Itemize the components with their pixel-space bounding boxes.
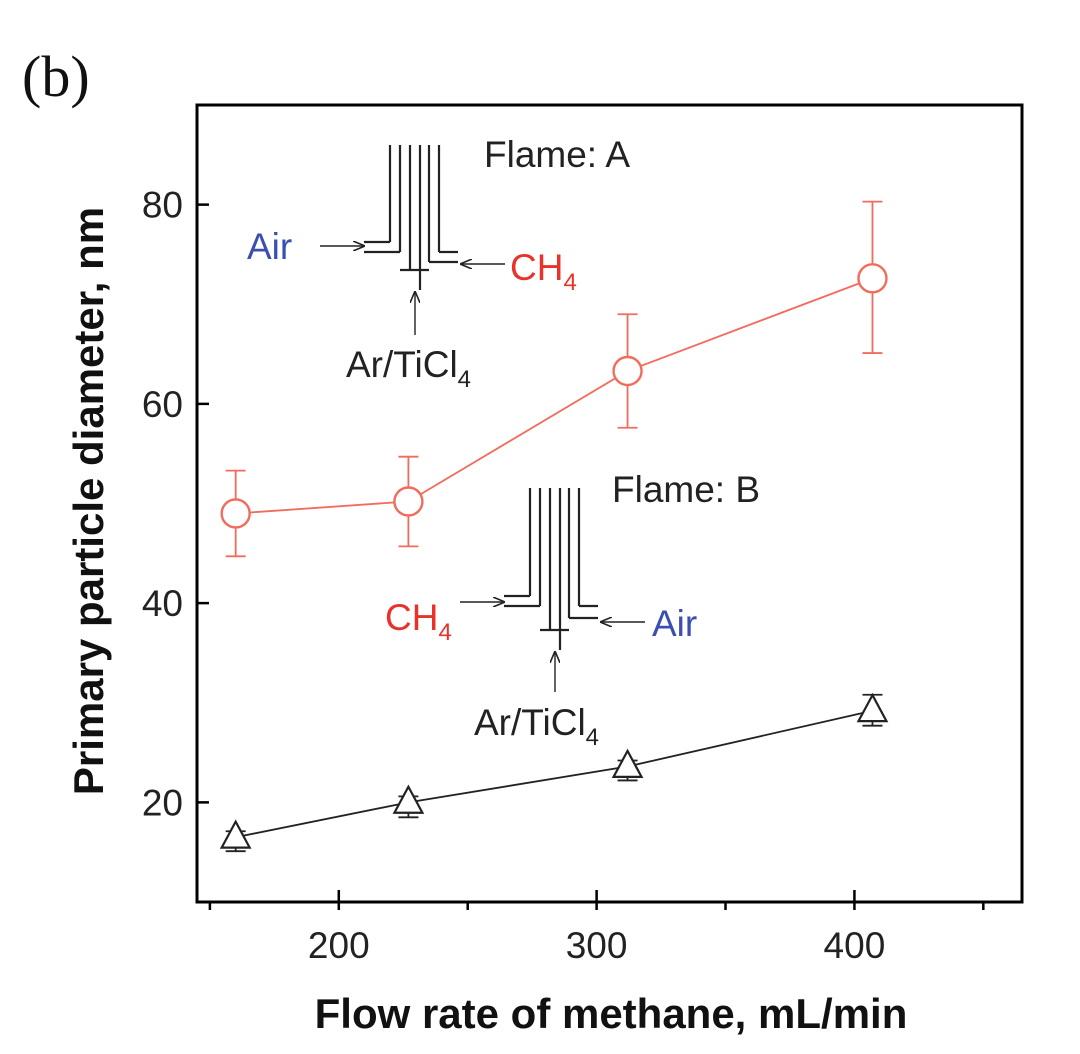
- y-tick-label: 80: [142, 185, 183, 226]
- x-tick-label: 400: [824, 925, 886, 966]
- x-tick-label: 300: [566, 925, 628, 966]
- x-axis-title: Flow rate of methane, mL/min: [315, 990, 908, 1037]
- flame-a-precursor-label: Ar/TiCl4: [346, 344, 471, 393]
- flame-a-title: Flame: A: [484, 134, 630, 175]
- flame-a-arrows: [320, 246, 505, 335]
- flame-a-ch4-label: CH4: [510, 247, 577, 296]
- flame-a-schematic: [364, 145, 458, 290]
- flame-b-precursor-main: Ar/TiCl: [474, 702, 586, 743]
- flame-a-ch4-sub: 4: [563, 269, 576, 296]
- data-point-triangle: [611, 748, 644, 779]
- x-tick-label: 200: [308, 925, 370, 966]
- flame-a-air-label: Air: [247, 226, 292, 267]
- panel-label: (b): [22, 44, 90, 109]
- y-tick-label: 60: [142, 384, 183, 425]
- plot-frame: [195, 103, 1024, 904]
- series-line-1: [235, 709, 873, 839]
- flame-b-precursor-label: Ar/TiCl4: [474, 702, 599, 751]
- flame-b-ch4-label: CH4: [385, 597, 452, 646]
- flame-b-ch4-main: CH: [385, 597, 438, 638]
- flame-b-air-label: Air: [652, 603, 697, 644]
- series-line-0: [235, 277, 873, 515]
- flame-a-precursor-sub: 4: [458, 366, 471, 393]
- data-point-triangle: [856, 692, 889, 723]
- flame-b-precursor-sub: 4: [586, 724, 599, 751]
- flame-a-precursor-main: Ar/TiCl: [346, 344, 458, 385]
- series-layer: [219, 200, 889, 853]
- data-point-triangle: [219, 819, 252, 849]
- y-axis-title: Primary particle diameter, nm: [65, 207, 112, 795]
- flame-b-arrows: [460, 602, 645, 692]
- flame-a-ch4-main: CH: [510, 247, 563, 288]
- flame-b-schematic: [504, 488, 598, 650]
- y-tick-label: 20: [142, 782, 183, 823]
- data-point-triangle: [392, 784, 425, 814]
- y-tick-label: 40: [142, 583, 183, 624]
- x-axis-ticks: 200 300 400: [208, 890, 985, 966]
- data-point-circle: [393, 486, 424, 517]
- flame-b-ch4-sub: 4: [438, 619, 451, 646]
- data-point-circle: [612, 355, 643, 387]
- y-axis-ticks: 20 40 60 80: [142, 185, 209, 823]
- flame-b-title: Flame: B: [612, 469, 760, 510]
- data-point-circle: [220, 498, 251, 529]
- data-point-circle: [857, 263, 888, 294]
